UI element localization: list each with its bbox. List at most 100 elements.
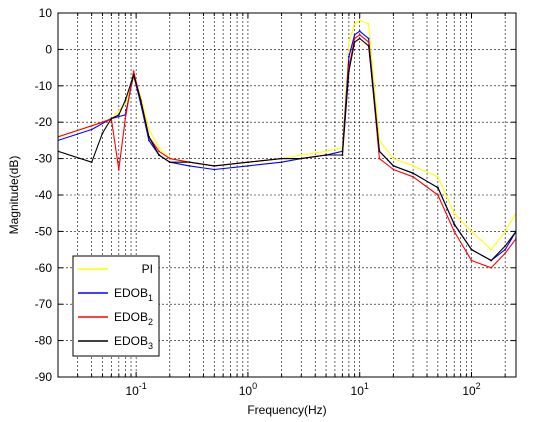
legend-subscript: 2	[148, 317, 153, 327]
legend-name: EDOB	[114, 310, 148, 324]
data-point	[378, 139, 381, 142]
data-point	[490, 248, 493, 251]
legend-name: EDOB	[114, 334, 148, 348]
data-point	[101, 132, 104, 135]
data-point	[247, 164, 249, 167]
data-point	[101, 121, 104, 124]
legend-entry: PI	[142, 262, 153, 276]
data-point	[470, 259, 473, 262]
data-point	[347, 41, 350, 44]
data-point	[453, 230, 456, 233]
data-point	[367, 44, 370, 47]
data-point	[378, 157, 381, 160]
data-point	[367, 41, 370, 44]
data-point	[132, 70, 135, 73]
data-point	[436, 175, 439, 178]
data-point	[110, 117, 113, 120]
y-tick-label: 0	[45, 42, 52, 56]
data-point	[213, 168, 216, 171]
data-point	[353, 33, 356, 36]
data-point	[139, 99, 142, 102]
data-point	[247, 161, 249, 164]
x-tick-base: 10	[125, 384, 139, 398]
data-point	[124, 103, 127, 105]
data-point	[504, 245, 507, 247]
data-point	[280, 161, 283, 164]
x-tick-exponent: 0	[252, 381, 257, 391]
legend-entry: EDOB1	[114, 286, 153, 303]
data-point	[90, 124, 93, 127]
data-point	[347, 70, 350, 73]
x-tick-base: 10	[351, 384, 365, 398]
data-point	[117, 114, 120, 116]
data-point	[504, 252, 507, 255]
data-point	[353, 41, 356, 44]
data-point	[436, 186, 439, 189]
y-tick-labels: 10 0 -10 -20 -30 -40 -50 -60 -70 -80 -90	[35, 6, 53, 384]
data-point	[412, 172, 414, 175]
data-point	[341, 154, 344, 156]
x-tick-exponent: 1	[364, 381, 369, 391]
y-tick-label: 10	[39, 6, 53, 20]
x-tick-label: 102	[462, 381, 480, 398]
data-point	[367, 37, 370, 40]
y-tick-label: -80	[35, 334, 53, 348]
data-point	[158, 150, 160, 153]
y-tick-label: -60	[35, 261, 53, 275]
data-point	[358, 30, 361, 33]
data-point	[453, 212, 456, 215]
data-point	[358, 33, 361, 36]
data-point	[124, 117, 127, 120]
data-point	[158, 146, 160, 149]
data-point	[504, 248, 507, 251]
data-point	[300, 154, 303, 156]
data-point	[325, 154, 327, 156]
y-tick-label: -70	[35, 297, 53, 311]
data-point	[392, 164, 395, 167]
y-tick-label: -10	[35, 79, 53, 93]
y-tick-label: -30	[35, 152, 53, 166]
data-point	[358, 19, 361, 22]
data-point	[280, 157, 283, 160]
legend-entry: EDOB3	[114, 334, 153, 351]
x-tick-labels: 10-1 100 101 102	[125, 381, 480, 398]
data-point	[168, 161, 171, 164]
x-tick-base: 10	[239, 384, 253, 398]
data-point	[158, 154, 160, 156]
data-point	[392, 157, 395, 160]
data-point	[117, 168, 120, 171]
y-tick-label: -20	[35, 115, 53, 129]
data-point	[378, 150, 381, 153]
data-point	[470, 230, 473, 233]
y-tick-label: -50	[35, 224, 53, 238]
x-tick-label: 101	[351, 381, 369, 398]
legend-subscript: 3	[148, 341, 153, 351]
y-axis-label: Magnitude(dB)	[7, 156, 21, 235]
data-point	[90, 128, 93, 131]
data-point	[325, 150, 327, 153]
x-tick-label: 10-1	[125, 381, 146, 398]
data-point	[90, 161, 93, 164]
data-point	[147, 135, 150, 138]
legend-entry: EDOB2	[114, 310, 153, 327]
data-point	[147, 128, 150, 131]
y-tick-label: -90	[35, 370, 53, 384]
axis-ticks	[58, 12, 516, 378]
data-point	[132, 73, 135, 76]
data-point	[168, 157, 171, 160]
legend-box	[72, 255, 160, 357]
data-point	[436, 194, 439, 196]
data-point	[213, 164, 216, 167]
data-point	[453, 223, 456, 226]
legend-name: PI	[142, 262, 153, 276]
data-point	[147, 139, 150, 142]
data-point	[470, 248, 473, 251]
data-point	[353, 37, 356, 40]
x-tick-label: 100	[239, 381, 257, 398]
data-point	[347, 55, 350, 58]
x-tick-exponent: 2	[476, 381, 481, 391]
data-point	[188, 161, 191, 164]
